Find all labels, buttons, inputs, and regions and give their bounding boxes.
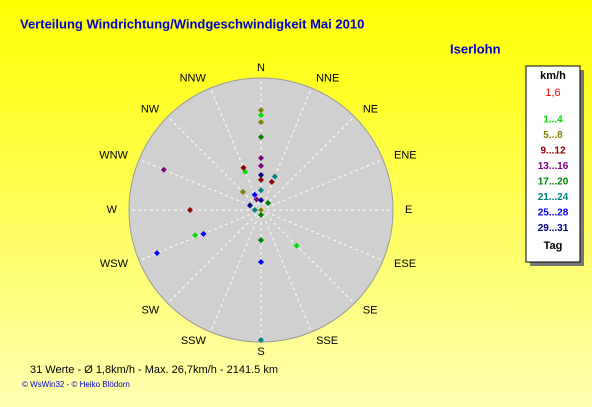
legend [525,65,581,263]
point [192,232,199,239]
location: Iserlohn [450,41,501,56]
spoke [260,209,384,261]
spoke [260,159,384,211]
legend-entry: 1...4 [543,115,563,126]
point [258,162,264,169]
spoke [167,209,262,304]
point [258,258,264,265]
point [251,207,258,213]
spoke [138,209,262,261]
legend-entry: 9...12 [540,146,565,157]
point [258,237,264,244]
point [258,207,264,213]
point [271,173,278,180]
direction-label: ENE [394,150,417,162]
point [246,202,253,209]
spoke [260,209,312,333]
point [160,166,167,173]
legend-entry: 13...16 [538,161,569,172]
point [251,191,258,198]
legend-entry: 17...20 [538,177,569,188]
direction-label: W [107,204,118,216]
credit: © WsWin32 - © Heiko Blödorn [22,380,130,389]
point [258,119,264,126]
spoke [138,159,262,211]
direction-label: SW [141,304,159,316]
spoke [260,87,312,211]
legend-note: 1,6 [545,87,560,99]
summary: 31 Werte - Ø 1,8km/h - Max. 26,7km/h - 2… [30,364,278,376]
point [258,171,264,178]
direction-label: NNE [316,73,339,85]
spoke [260,209,355,304]
legend-entry: 21...24 [538,192,569,203]
direction-label: NE [363,103,378,115]
direction-label: NNW [180,73,207,85]
point [187,207,194,213]
direction-label: SSE [316,335,338,347]
direction-label: N [257,62,265,74]
point [268,178,275,185]
direction-label: E [405,204,412,216]
spoke [210,87,262,211]
spoke [167,116,262,211]
direction-label: SSW [181,335,207,347]
spoke [210,209,262,333]
legend-footer: Tag [544,240,563,252]
point [258,336,264,343]
point [258,197,264,204]
point [258,112,264,119]
point [258,107,264,114]
legend-entry: 5...8 [543,130,563,141]
point [293,242,300,249]
direction-label: WSW [100,258,129,270]
point [240,164,247,171]
point [253,196,260,203]
point [258,187,264,194]
chart-title: Verteilung Windrichtung/Windgeschwindigk… [20,16,364,31]
direction-label: NW [141,103,160,115]
direction-label: S [257,346,264,358]
legend-title: km/h [540,70,566,82]
point [258,176,264,183]
point [265,199,272,206]
direction-label: SE [363,304,378,316]
point [239,188,246,195]
direction-label: ESE [394,258,416,270]
point [200,230,207,237]
legend-entry: 25...28 [538,208,569,219]
point [258,133,264,140]
direction-label: WNW [99,150,128,162]
point [153,250,160,257]
point [258,155,264,162]
legend-entry: 29...31 [538,223,569,234]
spoke [260,116,355,211]
point [258,211,264,218]
